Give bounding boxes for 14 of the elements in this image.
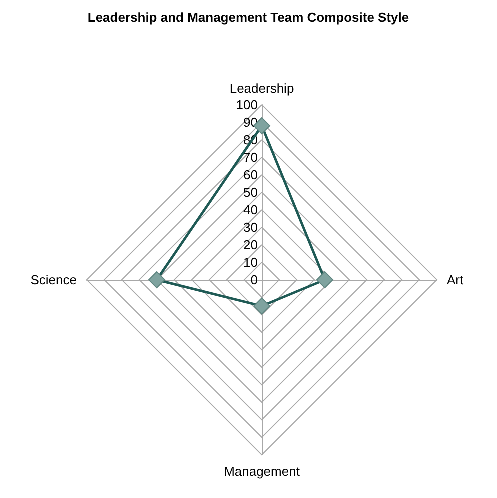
spoke-label: Art: [447, 272, 464, 288]
y-tick-label: 0: [250, 272, 258, 288]
spoke-label: Science: [30, 272, 77, 288]
y-tick-label: 60: [244, 168, 258, 182]
y-tick-label: 70: [244, 150, 258, 165]
spoke-label: Leadership: [230, 81, 294, 96]
chart-title: Leadership and Management Team Composite Style: [88, 10, 410, 25]
y-tick-label: 20: [244, 238, 258, 252]
y-tick-label: 50: [244, 185, 258, 200]
y-tick-label: 40: [244, 202, 258, 218]
y-tick-label: 10: [244, 255, 258, 270]
y-tick-label: 30: [244, 220, 258, 235]
y-tick-label: 100: [236, 98, 258, 112]
spoke-label: Management: [224, 464, 300, 479]
